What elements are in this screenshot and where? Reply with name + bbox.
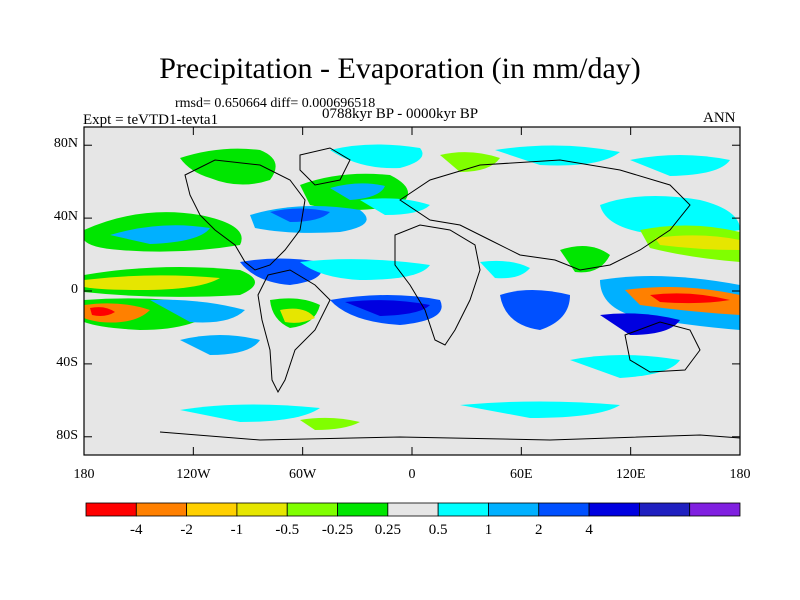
field-blob bbox=[460, 401, 620, 418]
period-label: 0788kyr BP - 0000kyr BP bbox=[322, 106, 479, 122]
field-blob bbox=[655, 235, 740, 250]
field-blob bbox=[495, 145, 620, 166]
field-blob bbox=[440, 152, 500, 172]
plot-title: Precipitation - Evaporation (in mm/day) bbox=[159, 52, 641, 85]
lat-tick-label: 80S bbox=[56, 427, 78, 443]
colorbar-label: -4 bbox=[130, 522, 143, 538]
lat-tick-label: 40S bbox=[56, 354, 78, 370]
season-label: ANN bbox=[703, 110, 736, 126]
experiment-label: Expt = teVTD1-tevta1 bbox=[83, 112, 219, 128]
africa-outline bbox=[394, 224, 481, 346]
lon-tick-label: 180 bbox=[729, 467, 751, 482]
lon-tick-label: 0 bbox=[408, 467, 416, 482]
greenland-outline bbox=[299, 147, 351, 186]
field-blob bbox=[630, 155, 730, 176]
colorbar-swatch bbox=[186, 502, 238, 517]
field-blob bbox=[345, 300, 430, 316]
colorbar-swatch bbox=[236, 502, 288, 517]
field-blob bbox=[480, 260, 530, 279]
north-america-outline bbox=[184, 159, 306, 271]
field-blob bbox=[600, 196, 740, 236]
lon-tick-label: 120E bbox=[615, 467, 646, 482]
stats-text: rmsd= 0.650664 diff= 0.000696518 bbox=[175, 96, 376, 111]
colorbar-label: 2 bbox=[535, 522, 543, 538]
colorbar-swatch bbox=[85, 502, 137, 517]
field-blob bbox=[560, 246, 610, 273]
colorbar-label: -0.5 bbox=[275, 522, 300, 538]
map-area bbox=[84, 127, 740, 455]
field-blob bbox=[330, 183, 385, 200]
antarctica-outline bbox=[159, 431, 740, 441]
colorbar-swatch bbox=[337, 502, 389, 517]
colorbar-swatch bbox=[387, 502, 439, 517]
field-blob bbox=[300, 259, 430, 280]
field-blob bbox=[650, 293, 730, 304]
field-blob bbox=[270, 208, 330, 222]
colorbar bbox=[85, 502, 741, 517]
lat-tick-label: 40N bbox=[53, 209, 78, 225]
tick-marks bbox=[83, 127, 741, 455]
colorbar-label: -0.25 bbox=[321, 522, 354, 538]
field-blob bbox=[150, 299, 245, 323]
field-blob bbox=[600, 313, 680, 335]
lat-tick-label: 80N bbox=[53, 136, 78, 152]
lon-tick-label: 180 bbox=[73, 467, 95, 482]
field-blob bbox=[90, 307, 115, 316]
coastlines bbox=[159, 147, 740, 441]
field-blob bbox=[110, 225, 210, 244]
colorbar-label: -1 bbox=[230, 522, 244, 538]
colorbar-swatch bbox=[488, 502, 540, 517]
colorbar-label: 0.25 bbox=[374, 522, 401, 538]
field-blob bbox=[360, 198, 430, 215]
south-america-outline bbox=[257, 269, 331, 394]
australia-outline bbox=[624, 321, 701, 373]
eurasia-outline bbox=[399, 159, 691, 271]
colorbar-swatch bbox=[538, 502, 590, 517]
field-blob bbox=[330, 144, 423, 169]
lon-tick-label: 120W bbox=[176, 467, 211, 482]
field-blob bbox=[180, 148, 276, 185]
lat-tick-label: 0 bbox=[71, 282, 78, 297]
colorbar-swatch bbox=[286, 502, 338, 517]
lon-tick-label: 60E bbox=[510, 467, 533, 482]
colorbar-swatch bbox=[689, 502, 741, 517]
field-blob bbox=[180, 404, 320, 422]
colorbar-swatch bbox=[135, 502, 188, 517]
colorbar-label: 0.5 bbox=[428, 522, 448, 538]
lon-tick-label: 60W bbox=[289, 467, 317, 482]
colorbar-swatch bbox=[588, 502, 640, 517]
colorbar-swatch bbox=[638, 502, 691, 517]
colorbar-label: 1 bbox=[484, 522, 493, 538]
field-blob bbox=[180, 335, 260, 355]
colorbar-swatch bbox=[437, 502, 489, 517]
field-blob bbox=[280, 308, 315, 323]
field-blob bbox=[84, 275, 220, 290]
colorbar-label: 4 bbox=[585, 522, 593, 538]
colorbar-label: -2 bbox=[180, 522, 193, 538]
field-blob bbox=[500, 290, 570, 330]
field-blob bbox=[300, 417, 360, 430]
